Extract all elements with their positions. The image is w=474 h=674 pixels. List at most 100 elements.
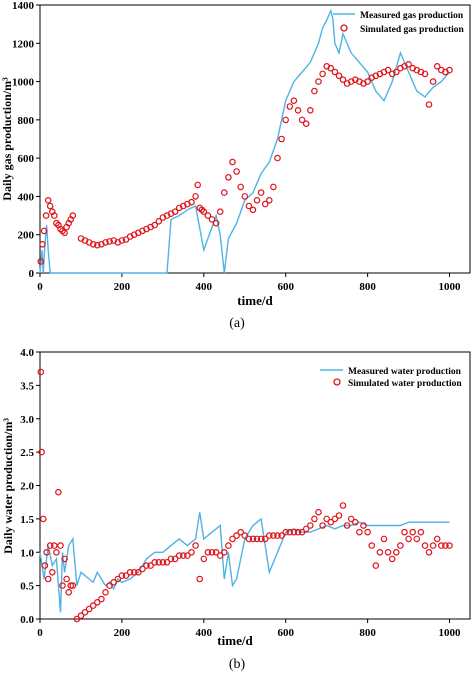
b-simulated-point [65, 588, 73, 596]
a-simulated-point [57, 225, 64, 233]
b-simulated-point [57, 542, 64, 549]
b-simulated-point [114, 575, 122, 583]
a-simulated-point [171, 208, 179, 216]
b-y-tick-label-5: 2.5 [20, 447, 34, 459]
b-simulated-point [159, 558, 167, 566]
b-simulated-point [380, 535, 388, 543]
a-simulated-point [245, 202, 253, 210]
b-simulated-point [184, 552, 191, 559]
marks-group-b [37, 368, 453, 623]
panel-label-b: (b) [229, 657, 246, 672]
b-simulated-point [249, 535, 257, 543]
b-simulated-point [200, 555, 208, 563]
b-simulated-point [118, 572, 126, 579]
a-simulated-point [282, 116, 290, 124]
legend-b-simulated-label: Simulated water production [348, 379, 462, 389]
b-simulated-point [372, 562, 380, 569]
a-y-tick-label-3: 600 [18, 153, 35, 165]
b-simulated-point [130, 568, 138, 576]
b-simulated-point [302, 525, 310, 533]
a-simulated-point [286, 103, 294, 110]
b-simulated-point [41, 562, 49, 569]
a-simulated-point [94, 241, 101, 249]
b-simulated-point [147, 562, 154, 569]
a-simulated-point [392, 68, 400, 76]
b-simulated-point [397, 542, 404, 549]
b-simulated-point [61, 555, 68, 563]
a-simulated-point [274, 154, 281, 162]
a-x-tick-label-3: 600 [277, 281, 294, 293]
b-simulated-point [343, 522, 351, 529]
b-x-tick-label-5: 1000 [439, 627, 462, 639]
a-simulated-point [249, 206, 257, 214]
a-simulated-point [421, 70, 429, 78]
b-simulated-point [237, 528, 245, 536]
b-y-tick-label-1: 0.5 [20, 581, 34, 593]
b-simulated-point [229, 535, 236, 543]
chart-b: 0 200 400 600 800 1000 0.0 0.5 1.0 1.5 2.0 2.5 3.0 3.… [1, 347, 471, 672]
b-simulated-point [180, 552, 187, 559]
b-simulated-point [122, 572, 130, 579]
a-simulated-point [433, 63, 441, 70]
b-simulated-point [331, 515, 339, 523]
a-simulated-point [257, 189, 265, 196]
b-simulated-point [135, 568, 142, 576]
plot-area-b [39, 351, 471, 620]
b-y-tick-label-8: 4.0 [20, 347, 34, 359]
b-simulated-point [356, 528, 363, 536]
b-simulated-point [261, 535, 269, 543]
a-simulated-point [298, 116, 306, 124]
legend-b-measured-label: Measured water production [348, 367, 462, 377]
b-simulated-point [46, 542, 54, 549]
a-simulated-point [294, 107, 302, 114]
b-x-tick-label-1: 200 [114, 627, 131, 639]
a-simulated-point [429, 78, 437, 85]
a-simulated-point [151, 221, 159, 229]
b-y-tick-label-0: 0.0 [20, 614, 34, 626]
a-y-tick-label-6: 1200 [12, 38, 35, 50]
b-simulated-point [94, 598, 101, 606]
b-x-tick-label-4: 800 [359, 627, 376, 639]
a-simulated-point [311, 87, 318, 95]
b-simulated-point [143, 562, 150, 569]
a-simulated-point [315, 78, 322, 85]
b-simulated-point [63, 575, 70, 583]
b-x-tick-label-0: 0 [37, 627, 43, 639]
a-y-tick-label-1: 200 [18, 230, 35, 242]
a-simulated-point [212, 219, 220, 227]
b-simulated-point [294, 528, 302, 536]
a-simulated-point [405, 61, 412, 68]
b-simulated-point [69, 582, 77, 589]
b-simulated-point [446, 542, 453, 549]
b-y-tick-label-3: 1.5 [20, 514, 34, 526]
b-simulated-point [409, 528, 417, 536]
a-x-tick-label-5: 1000 [439, 281, 462, 293]
b-simulated-point [290, 528, 298, 536]
b-simulated-point [55, 488, 62, 496]
b-simulated-point [311, 515, 318, 523]
chart-a: 0 200 400 600 800 1000 0 200 400 600 800 1000 1200 14… [0, 0, 471, 331]
b-simulated-point [286, 528, 294, 536]
a-x-tick-label-4: 800 [359, 281, 376, 293]
legend-b: Measured water production Simulated wate… [320, 367, 462, 389]
b-simulated-point [319, 522, 326, 529]
a-simulated-point [237, 183, 245, 191]
b-simulated-point [245, 535, 253, 543]
a-simulated-point [61, 229, 68, 237]
a-simulated-point [253, 197, 261, 204]
a-simulated-point [44, 197, 52, 204]
a-simulated-point [290, 97, 298, 105]
b-simulated-point [59, 582, 66, 589]
a-simulated-point [208, 216, 216, 223]
b-simulated-point [233, 532, 240, 539]
b-simulated-point [167, 555, 175, 563]
a-simulated-point [42, 212, 50, 219]
a-simulated-point [53, 219, 60, 227]
b-simulated-point [384, 548, 392, 556]
b-simulated-point [50, 542, 58, 549]
a-y-tick-label-7: 1400 [12, 0, 35, 12]
a-simulated-point [194, 181, 202, 189]
a-y-tick-label-4: 800 [18, 115, 35, 127]
b-simulated-point [433, 535, 441, 543]
